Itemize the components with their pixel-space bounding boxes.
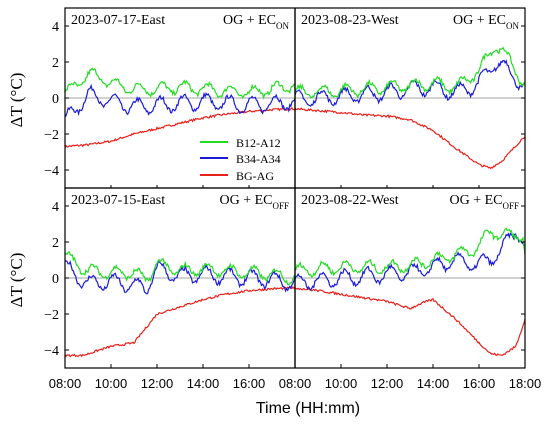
y-tick-label-1-3: −2 bbox=[44, 308, 59, 323]
panel-tag-main-2: OG + EC bbox=[219, 193, 272, 208]
series-b12-a12-panel-3 bbox=[294, 227, 526, 278]
y-tick-label-1-1: 2 bbox=[52, 236, 59, 251]
y-tick-label-1-4: −4 bbox=[44, 344, 59, 359]
panel-tag-main-0: OG + EC bbox=[223, 13, 276, 28]
x-tick-label-0: 08:00 bbox=[49, 376, 82, 391]
y-axis-title-bottom: ΔT (°C) bbox=[7, 253, 26, 308]
legend: B12-A12 B34-A34 BG-AG bbox=[200, 136, 281, 183]
panel-tag-sub-0: ON bbox=[276, 21, 289, 31]
y-tick-label-0-4: −4 bbox=[44, 164, 59, 179]
panel-tag-1: OG + ECON bbox=[453, 13, 520, 31]
panel-title-0: 2023-07-17-East bbox=[71, 13, 165, 28]
series-b12-a12-panel-1 bbox=[294, 46, 526, 99]
y-tick-label-1-2: 0 bbox=[52, 272, 59, 287]
y-tick-label-0-3: −2 bbox=[44, 128, 59, 143]
y-tick-label-0-1: 2 bbox=[52, 56, 59, 71]
panel-title-3: 2023-08-22-West bbox=[301, 193, 399, 208]
panel-tag-2: OG + ECOFF bbox=[219, 193, 289, 211]
x-tick-label-3: 14:00 bbox=[187, 376, 220, 391]
panel-tag-3: OG + ECOFF bbox=[449, 193, 519, 211]
panel-tag-sub-2: OFF bbox=[272, 201, 289, 211]
panel-title-2: 2023-07-15-East bbox=[71, 193, 165, 208]
series-bg-ag-panel-3 bbox=[294, 287, 526, 357]
legend-label-bg: BG-AG bbox=[236, 169, 274, 183]
panels-layer bbox=[64, 46, 526, 358]
x-tick-label-10: 18:00 bbox=[509, 376, 542, 391]
x-tick-label-1: 10:00 bbox=[95, 376, 128, 391]
series-b34-a34-panel-2 bbox=[64, 260, 296, 295]
series-bg-ag-panel-2 bbox=[64, 286, 296, 358]
series-b12-a12-panel-0 bbox=[64, 67, 296, 100]
x-tick-label-7: 12:00 bbox=[371, 376, 404, 391]
y-axis-title-top: ΔT (°C) bbox=[7, 73, 26, 128]
x-tick-label-4: 16:00 bbox=[233, 376, 266, 391]
panel-title-1: 2023-08-23-West bbox=[301, 13, 399, 28]
series-b34-a34-panel-3 bbox=[294, 232, 526, 292]
series-b34-a34-panel-0 bbox=[64, 83, 296, 118]
x-tick-label-5: 08:00 bbox=[279, 376, 312, 391]
panel-tag-sub-3: OFF bbox=[502, 201, 519, 211]
series-b12-a12-panel-2 bbox=[64, 251, 296, 286]
legend-label-b34: B34-A34 bbox=[236, 152, 281, 166]
legend-label-b12: B12-A12 bbox=[236, 136, 281, 150]
axes-layer: 2023-07-17-East OG + ECON 2023-08-23-West O… bbox=[44, 7, 542, 391]
x-tick-label-6: 10:00 bbox=[325, 376, 358, 391]
panel-tag-sub-1: ON bbox=[506, 21, 519, 31]
x-tick-label-8: 14:00 bbox=[417, 376, 450, 391]
x-tick-label-9: 16:00 bbox=[463, 376, 496, 391]
y-tick-label-0-0: 4 bbox=[52, 20, 59, 35]
series-bg-ag-panel-1 bbox=[294, 107, 526, 170]
panel-tag-main-3: OG + EC bbox=[449, 193, 502, 208]
y-tick-label-1-0: 4 bbox=[52, 200, 59, 215]
panel-tag-main-1: OG + EC bbox=[453, 13, 506, 28]
x-tick-label-2: 12:00 bbox=[141, 376, 174, 391]
y-tick-label-0-2: 0 bbox=[52, 92, 59, 107]
x-axis-title: Time (HH:mm) bbox=[256, 400, 360, 417]
series-bg-ag-panel-0 bbox=[64, 107, 296, 148]
panel-tag-0: OG + ECON bbox=[223, 13, 290, 31]
